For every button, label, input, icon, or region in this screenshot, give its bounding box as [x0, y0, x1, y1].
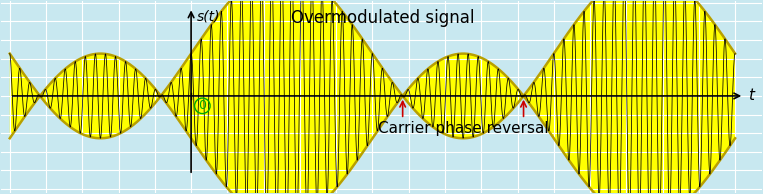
Text: t: t	[748, 88, 754, 103]
Text: Overmodulated signal: Overmodulated signal	[291, 9, 475, 27]
Text: s(t): s(t)	[197, 9, 220, 23]
Text: 0: 0	[198, 99, 206, 112]
Text: Carrier phase reversal: Carrier phase reversal	[378, 121, 549, 136]
